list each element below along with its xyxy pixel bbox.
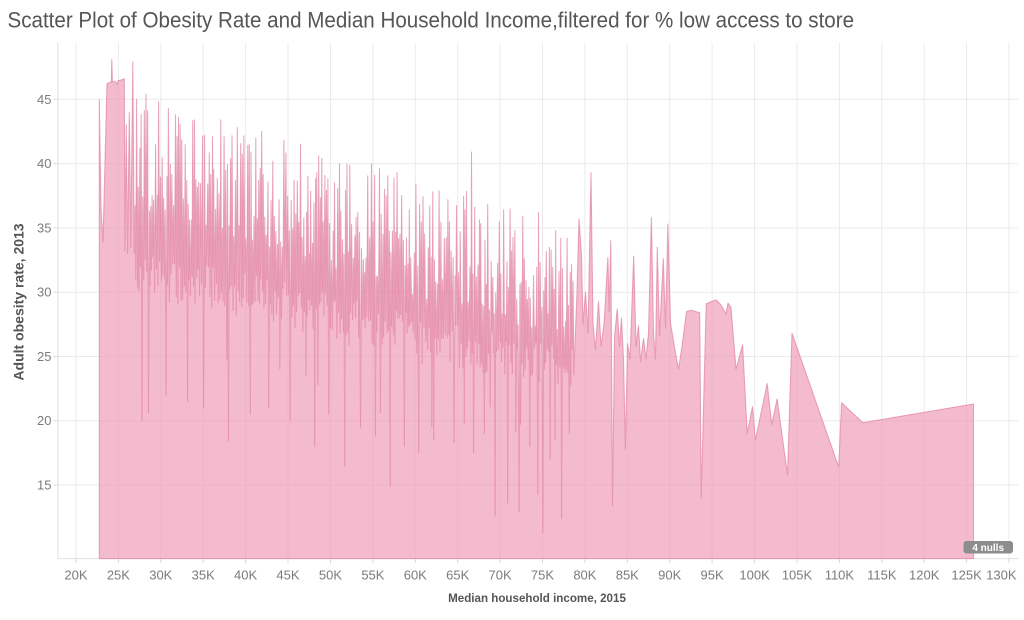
svg-text:20K: 20K: [64, 568, 87, 583]
svg-text:110K: 110K: [825, 568, 855, 583]
svg-text:105K: 105K: [782, 568, 813, 583]
svg-text:130K: 130K: [986, 568, 1017, 583]
svg-text:65K: 65K: [446, 568, 469, 583]
svg-text:95K: 95K: [701, 568, 724, 583]
svg-text:125K: 125K: [951, 568, 982, 583]
svg-text:100K: 100K: [739, 568, 770, 583]
svg-text:15: 15: [37, 478, 51, 493]
svg-text:50K: 50K: [319, 568, 342, 583]
svg-text:120K: 120K: [909, 568, 940, 583]
svg-text:115K: 115K: [867, 568, 897, 583]
svg-text:90K: 90K: [658, 568, 681, 583]
svg-text:45: 45: [37, 92, 51, 107]
svg-text:45K: 45K: [276, 568, 299, 583]
svg-text:80K: 80K: [573, 568, 596, 583]
svg-text:30: 30: [37, 285, 51, 300]
svg-text:60K: 60K: [404, 568, 427, 583]
svg-text:85K: 85K: [616, 568, 639, 583]
svg-text:20: 20: [37, 413, 51, 428]
svg-text:40K: 40K: [234, 568, 257, 583]
svg-text:25: 25: [37, 349, 51, 364]
svg-text:Median household income, 2015: Median household income, 2015: [448, 592, 626, 605]
svg-text:4 nulls: 4 nulls: [972, 543, 1004, 554]
svg-text:35: 35: [37, 220, 51, 235]
svg-text:Adult obesity rate, 2013: Adult obesity rate, 2013: [11, 223, 27, 380]
svg-text:Scatter Plot of Obesity Rate a: Scatter Plot of Obesity Rate and Median …: [8, 8, 855, 33]
svg-text:30K: 30K: [149, 568, 172, 583]
svg-text:25K: 25K: [107, 568, 130, 583]
svg-text:35K: 35K: [192, 568, 215, 583]
svg-text:70K: 70K: [489, 568, 512, 583]
svg-text:55K: 55K: [361, 568, 384, 583]
svg-text:75K: 75K: [531, 568, 554, 583]
svg-text:40: 40: [37, 156, 51, 171]
